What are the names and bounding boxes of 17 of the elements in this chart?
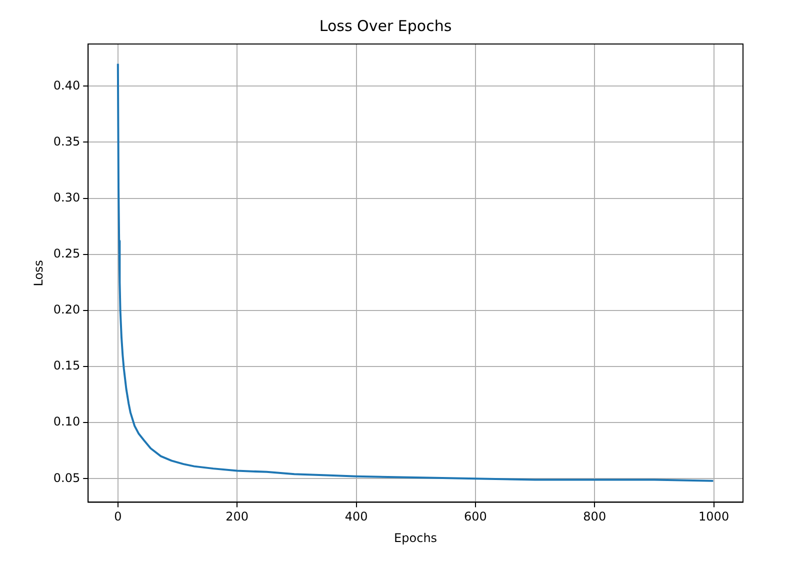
y-axis-title: Loss [31,260,46,286]
x-tick-label: 1000 [698,510,730,524]
x-tick-label: 200 [226,510,249,524]
x-tick-label: 0 [114,510,122,524]
y-tick-label: 0.05 [53,470,80,485]
x-tick-label: 400 [344,510,368,524]
chart-title: Loss Over Epochs [319,16,452,35]
y-tick-label: 0.10 [53,414,80,429]
x-tick-label: 800 [583,510,606,524]
y-tick-label: 0.25 [53,246,80,260]
y-tick-label: 0.30 [53,190,80,204]
y-tick-label: 0.20 [53,302,80,317]
y-tick-label: 0.15 [53,358,80,373]
x-axis-title: Epochs [394,530,438,545]
x-tick-label: 600 [464,510,487,524]
y-tick-label: 0.35 [53,134,80,148]
y-tick-label: 0.40 [53,78,80,92]
